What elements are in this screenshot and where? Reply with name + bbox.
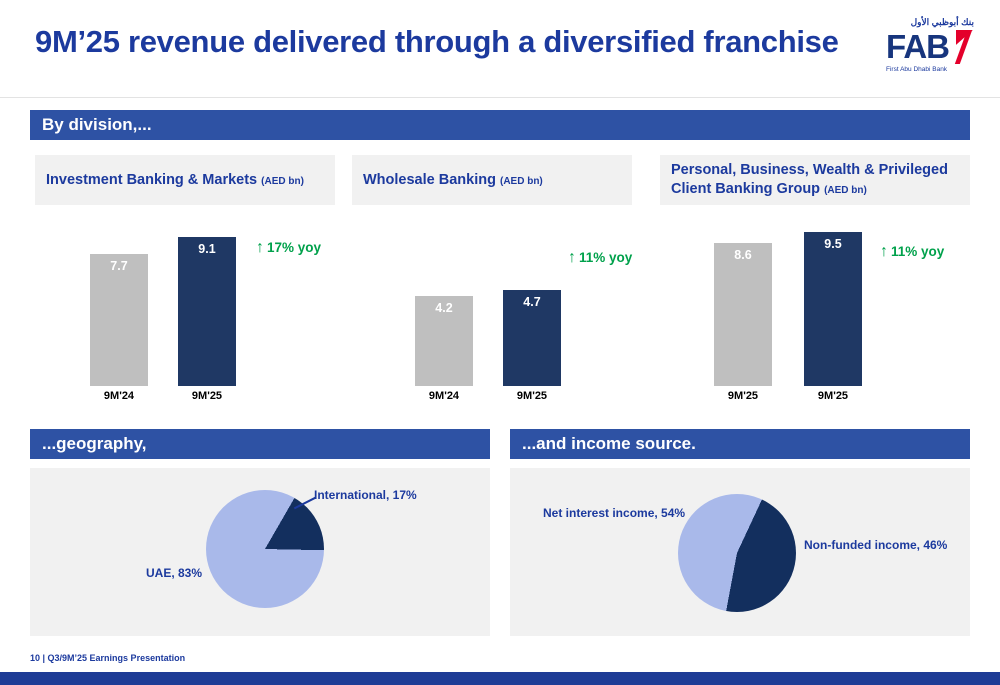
income-pie-panel: Net interest income, 54% Non-funded inco… [510,468,970,636]
bar-category: 9M'25 [191,390,223,402]
section-title: Personal, Business, Wealth & Privileged … [671,161,959,199]
section-title: Investment Banking & Markets (AED bn) [46,171,304,190]
bar-value: 4.2 [435,301,453,315]
bar-ibm-9m24: 7.7 [90,254,148,386]
growth-text: 11% yoy [891,244,945,259]
banner-by-division: By division,... [30,110,970,140]
bar-column-ibm-9m24: 7.7 9M'24 [90,254,148,408]
bar-value: 9.5 [824,237,842,251]
section-title-text: Personal, Business, Wealth & Privileged … [671,162,948,197]
section-header-wholesale-banking: Wholesale Banking (AED bn) [352,155,632,205]
section-title-text: Wholesale Banking [363,171,496,188]
bar-wb-9m24: 4.2 [415,296,473,386]
logo-tagline: First Abu Dhabi Bank [886,65,948,73]
section-unit: (AED bn) [261,175,304,187]
section-unit: (AED bn) [499,175,543,187]
section-header-personal-banking: Personal, Business, Wealth & Privileged … [660,155,970,205]
fab-logo: بنك أبوظبي الأول FAB First Abu Dhabi Ban… [886,17,974,73]
growth-text: 11% yoy [579,250,633,265]
up-arrow-icon: ↑ [256,239,264,256]
bar-column-wb-9m24: 4.2 9M'24 [415,296,473,408]
bar-pbw-right: 9.5 [804,232,862,386]
up-arrow-icon: ↑ [568,249,576,266]
section-header-investment-banking: Investment Banking & Markets (AED bn) [35,155,335,205]
banner-geography: ...geography, [30,429,490,459]
header-divider [0,97,1000,98]
fab-flag-icon [950,29,974,64]
label-international: International, 17% [314,488,417,502]
growth-annotation-pbw: ↑ 11% yoy [880,243,944,261]
bar-column-pbw-right: 9.5 9M'25 [804,232,862,408]
up-arrow-icon: ↑ [880,243,888,260]
section-title-text: Investment Banking & Markets [46,171,258,188]
footer-bar [0,672,1000,685]
logo-wordmark: FAB [886,27,950,65]
growth-text: 17% yoy [267,240,322,255]
growth-annotation-wb: ↑ 11% yoy [568,249,632,267]
geography-pie-chart [206,490,324,608]
logo-arabic-text: بنك أبوظبي الأول [910,17,974,27]
label-uae: UAE, 83% [146,566,203,580]
bar-charts-row: 7.7 9M'24 9.1 9M'25 ↑ 17% yoy 4.2 9M'24 4… [0,205,1000,408]
page-title: 9M’25 revenue delivered through a divers… [35,24,839,59]
bar-pbw-left: 8.6 [714,243,772,386]
bar-category: 9M'25 [516,390,548,402]
bar-value: 9.1 [198,242,216,256]
bar-column-pbw-left: 8.6 9M'25 [714,243,772,408]
bar-category: 9M'25 [727,390,759,402]
label-non-funded-income: Non-funded income, 46% [804,538,948,552]
label-net-interest-income: Net interest income, 54% [543,506,686,520]
geography-pie-panel: International, 17% UAE, 83% [30,468,490,636]
income-pie-chart [678,494,796,612]
banner-income-source: ...and income source. [510,429,970,459]
bar-ibm-9m25: 9.1 [178,237,236,386]
section-title: Wholesale Banking (AED bn) [363,171,543,190]
bar-value: 8.6 [734,248,752,262]
bar-wb-9m25: 4.7 [503,290,561,386]
logo-row: FAB [886,28,974,65]
section-unit: (AED bn) [824,185,867,196]
bar-value: 7.7 [110,259,128,273]
bar-value: 4.7 [523,295,541,309]
footer-page-label: 10 | Q3/9M’25 Earnings Presentation [30,653,186,663]
bar-column-ibm-9m25: 9.1 9M'25 [178,237,236,408]
bar-category: 9M'24 [428,390,460,402]
bar-column-wb-9m25: 4.7 9M'25 [503,290,561,408]
bar-category: 9M'25 [817,390,849,402]
bar-category: 9M'24 [103,390,135,402]
growth-annotation-ibm: ↑ 17% yoy [256,239,321,257]
